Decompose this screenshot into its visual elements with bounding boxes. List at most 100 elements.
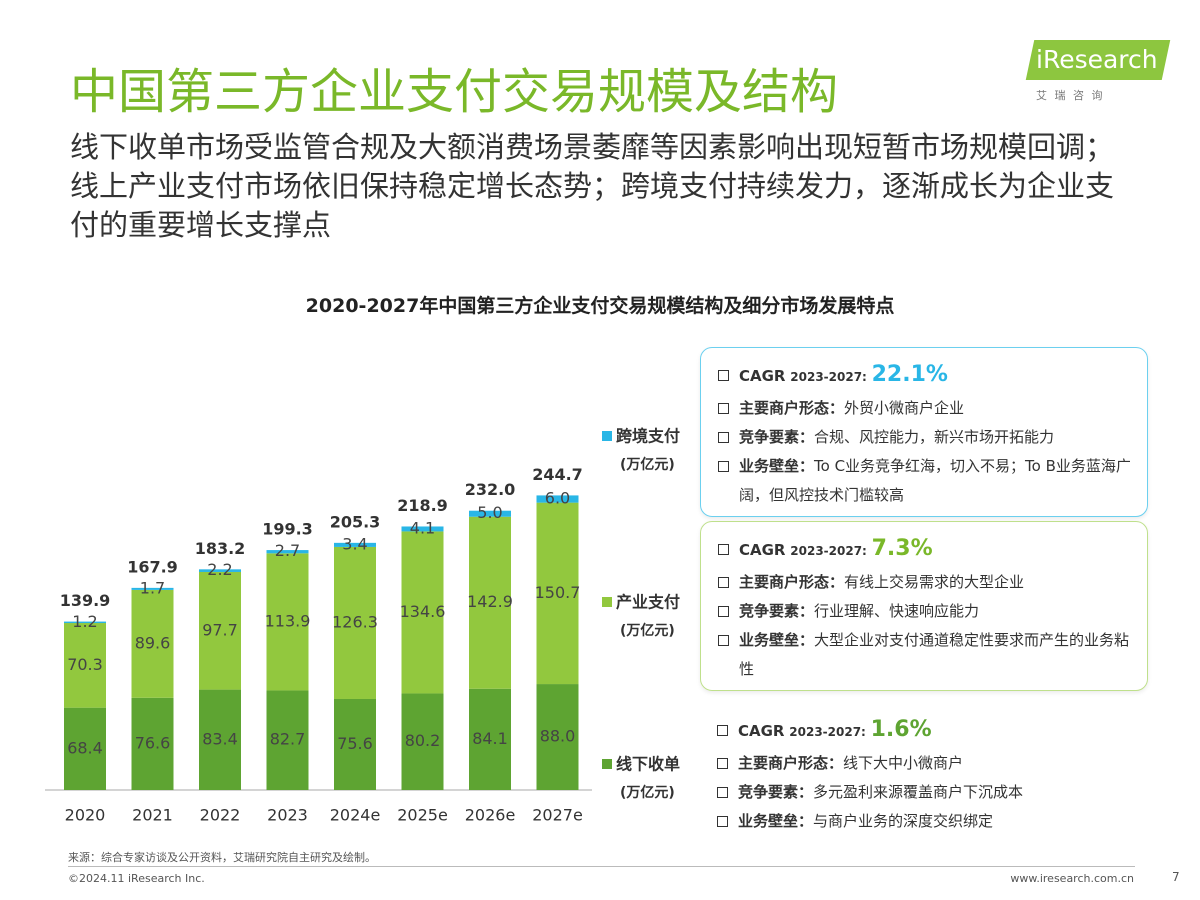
feature-item: 竞争要素：合规、风控能力，新兴市场开拓能力 xyxy=(717,423,1137,452)
cagr-value: 7.3% xyxy=(871,536,933,561)
bar-segment xyxy=(131,697,174,790)
cagr-row: CAGR 2023-2027: 7.3% xyxy=(717,532,1137,568)
bar-segment xyxy=(536,502,579,685)
value-label: 126.3 xyxy=(332,612,378,631)
item-key: 竞争要素： xyxy=(739,602,815,620)
slide-subtitle: 线下收单市场受监管合规及大额消费场景萎靡等因素影响出现短暂市场规模回调；线上产业… xyxy=(70,130,1115,242)
feature-item: 主要商户形态：线下大中小微商户 xyxy=(716,749,1136,778)
value-label: 84.1 xyxy=(472,729,508,748)
total-label: 244.7 xyxy=(532,465,583,484)
footer-rule xyxy=(68,866,1135,867)
logo-subtitle: 艾 瑞 咨 询 xyxy=(1036,89,1105,102)
total-label: 167.9 xyxy=(127,557,178,576)
value-label: 150.7 xyxy=(535,583,581,602)
value-label: 4.1 xyxy=(410,518,435,537)
x-tick-label: 2020 xyxy=(65,806,106,825)
x-tick-label: 2027e xyxy=(532,806,583,825)
value-label: 75.6 xyxy=(337,734,373,753)
value-label: 89.6 xyxy=(135,633,171,652)
item-text: 与商户业务的深度交织绑定 xyxy=(813,812,994,830)
feature-item: 业务壁垒：To C业务竞争红海，切入不易；To B业务蓝海广阔，但风控技术门槛较… xyxy=(717,452,1137,510)
legend-label: 产业支付 xyxy=(616,593,680,612)
bar-segment xyxy=(266,553,309,691)
item-key: 业务壁垒： xyxy=(739,457,815,475)
value-label: 1.2 xyxy=(72,612,97,631)
source: 来源：综合专家访谈及公开资料，艾瑞研究院自主研究及绘制。 xyxy=(68,851,376,864)
item-key: 竞争要素： xyxy=(739,428,815,446)
x-tick-label: 2024e xyxy=(330,806,381,825)
feature-item: 主要商户形态：外贸小微商户企业 xyxy=(717,394,1137,423)
value-label: 97.7 xyxy=(202,620,238,639)
value-label: 5.0 xyxy=(477,503,502,522)
cagr-period: 2023-2027: xyxy=(790,544,867,558)
feature-item: 业务壁垒：与商户业务的深度交织绑定 xyxy=(716,807,1136,836)
cagr-label: CAGR xyxy=(739,367,786,385)
legend-swatch xyxy=(602,431,612,441)
x-tick-label: 2022 xyxy=(200,806,241,825)
cagr-row: CAGR 2023-2027: 22.1% xyxy=(717,358,1137,394)
url: www.iresearch.com.cn xyxy=(1010,872,1134,885)
bar-segment xyxy=(469,688,511,790)
bar-segment xyxy=(536,684,579,790)
cagr-row: CAGR 2023-2027: 1.6% xyxy=(716,713,1136,749)
cagr-period: 2023-2027: xyxy=(790,370,867,384)
item-text: To C业务竞争红海，切入不易；To B业务蓝海广阔，但风控技术门槛较高 xyxy=(739,457,1131,504)
checkbox xyxy=(718,544,729,555)
value-label: 2.2 xyxy=(207,560,232,579)
bar-segment xyxy=(401,526,444,532)
bar-segment xyxy=(536,495,579,503)
logo: iResearch xyxy=(1036,45,1158,74)
bar-segment xyxy=(64,621,106,624)
checkbox xyxy=(717,725,728,736)
cagr-label: CAGR xyxy=(738,722,785,740)
cagr-period: 2023-2027: xyxy=(789,725,866,739)
checkbox xyxy=(718,606,729,617)
total-label: 183.2 xyxy=(195,539,246,558)
item-key: 主要商户形态： xyxy=(738,754,844,772)
x-tick-label: 2025e xyxy=(397,806,448,825)
total-label: 139.9 xyxy=(60,591,111,610)
bar-segment xyxy=(199,689,241,790)
bar-segment xyxy=(131,589,174,698)
bar-segment xyxy=(469,516,511,689)
bar-segment xyxy=(266,690,309,790)
copyright: ©2024.11 iResearch Inc. xyxy=(68,872,205,885)
feature-item: 主要商户形态：有线上交易需求的大型企业 xyxy=(717,568,1137,597)
bar-segment xyxy=(64,707,106,790)
item-key: 主要商户形态： xyxy=(739,399,845,417)
cagr-value: 22.1% xyxy=(871,362,948,387)
x-tick-label: 2021 xyxy=(132,806,173,825)
value-label: 2.7 xyxy=(275,541,300,560)
legend-swatch xyxy=(602,759,612,769)
checkbox xyxy=(717,787,728,798)
bar-segment xyxy=(401,693,444,790)
item-key: 业务壁垒： xyxy=(738,812,814,830)
value-label: 134.6 xyxy=(400,602,446,621)
feature-item: 竞争要素：多元盈利来源覆盖商户下沉成本 xyxy=(716,778,1136,807)
total-label: 232.0 xyxy=(465,480,516,499)
item-text: 大型企业对支付通道稳定性要求而产生的业务粘性 xyxy=(739,631,1130,678)
checkbox xyxy=(717,816,728,827)
item-text: 线下大中小微商户 xyxy=(843,754,964,772)
legend-unit: (万亿元) xyxy=(620,622,675,639)
feature-panel: CAGR 2023-2027: 7.3% 主要商户形态：有线上交易需求的大型企业竞… xyxy=(700,521,1148,691)
slide-title: 中国第三方企业支付交易规模及结构 xyxy=(70,64,839,120)
value-label: 68.4 xyxy=(67,738,103,757)
bar-segment xyxy=(199,569,241,572)
feature-item: 竞争要素：行业理解、快速响应能力 xyxy=(717,597,1137,626)
value-label: 88.0 xyxy=(540,727,576,746)
legend-swatch xyxy=(602,597,612,607)
value-label: 1.7 xyxy=(140,578,165,597)
value-label: 80.2 xyxy=(405,731,441,750)
value-label: 142.9 xyxy=(467,592,513,611)
checkbox xyxy=(718,635,729,646)
legend-unit: (万亿元) xyxy=(620,784,675,801)
bar-segment xyxy=(401,531,444,694)
bar-segment xyxy=(131,587,174,590)
feature-panel: CAGR 2023-2027: 22.1% 主要商户形态：外贸小微商户企业 竞争要素… xyxy=(700,347,1148,517)
checkbox xyxy=(718,432,729,443)
value-label: 3.4 xyxy=(342,534,367,553)
x-tick-label: 2026e xyxy=(465,806,516,825)
total-label: 205.3 xyxy=(330,512,381,531)
